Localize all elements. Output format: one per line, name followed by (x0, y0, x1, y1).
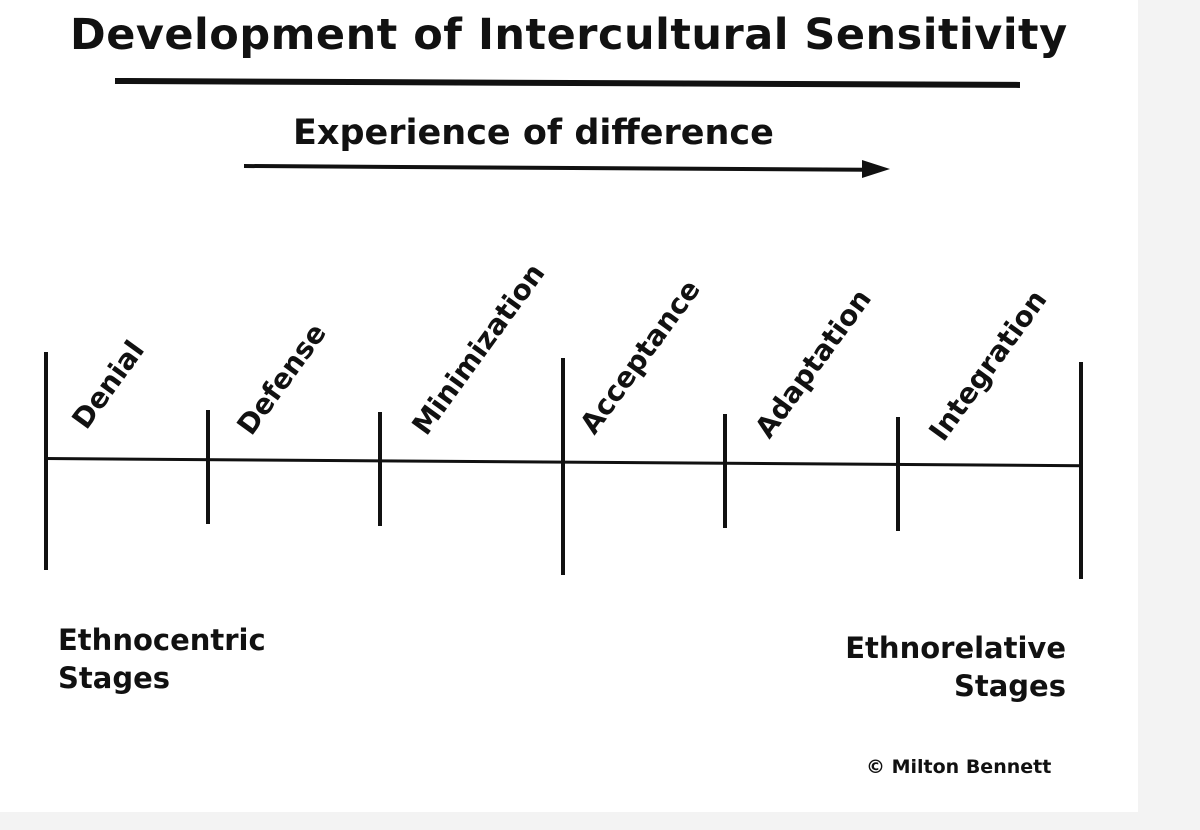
stage-denial: Denial (65, 334, 151, 435)
stage-acceptance: Acceptance (573, 273, 707, 440)
tick-defense-minimization (378, 412, 382, 526)
arrow-shaft (243, 164, 867, 172)
tick-end (1079, 362, 1083, 579)
stage-minimization: Minimization (405, 257, 552, 441)
arrow-head-icon (862, 160, 890, 178)
tick-adaptation-integration (896, 417, 900, 531)
arrow-label: Experience of difference (293, 113, 774, 153)
tick-midpoint (561, 358, 565, 575)
stage-defense: Defense (230, 317, 333, 441)
scan-margin-right (1138, 0, 1200, 830)
tick-denial-defense (206, 410, 210, 524)
ethnorelative-line2: Stages (953, 668, 1066, 703)
tick-start (44, 352, 48, 570)
ethnocentric-line2: Stages (58, 660, 171, 695)
tick-acceptance-adaptation (723, 414, 727, 528)
stage-integration: Integration (922, 283, 1054, 447)
stage-adaptation: Adaptation (748, 282, 878, 444)
ethnorelative-label: Ethnorelative Stages (818, 630, 1066, 705)
copyright-notice: © Milton Bennett (866, 756, 1052, 778)
diagram-title: Development of Intercultural Sensitivity (70, 10, 1068, 60)
scan-margin-bottom (0, 812, 1200, 830)
ethnocentric-label: Ethnocentric Stages (58, 622, 266, 697)
title-underline (114, 78, 1021, 88)
ethnocentric-line1: Ethnocentric (58, 623, 266, 657)
ethnorelative-line1: Ethnorelative (845, 631, 1066, 665)
